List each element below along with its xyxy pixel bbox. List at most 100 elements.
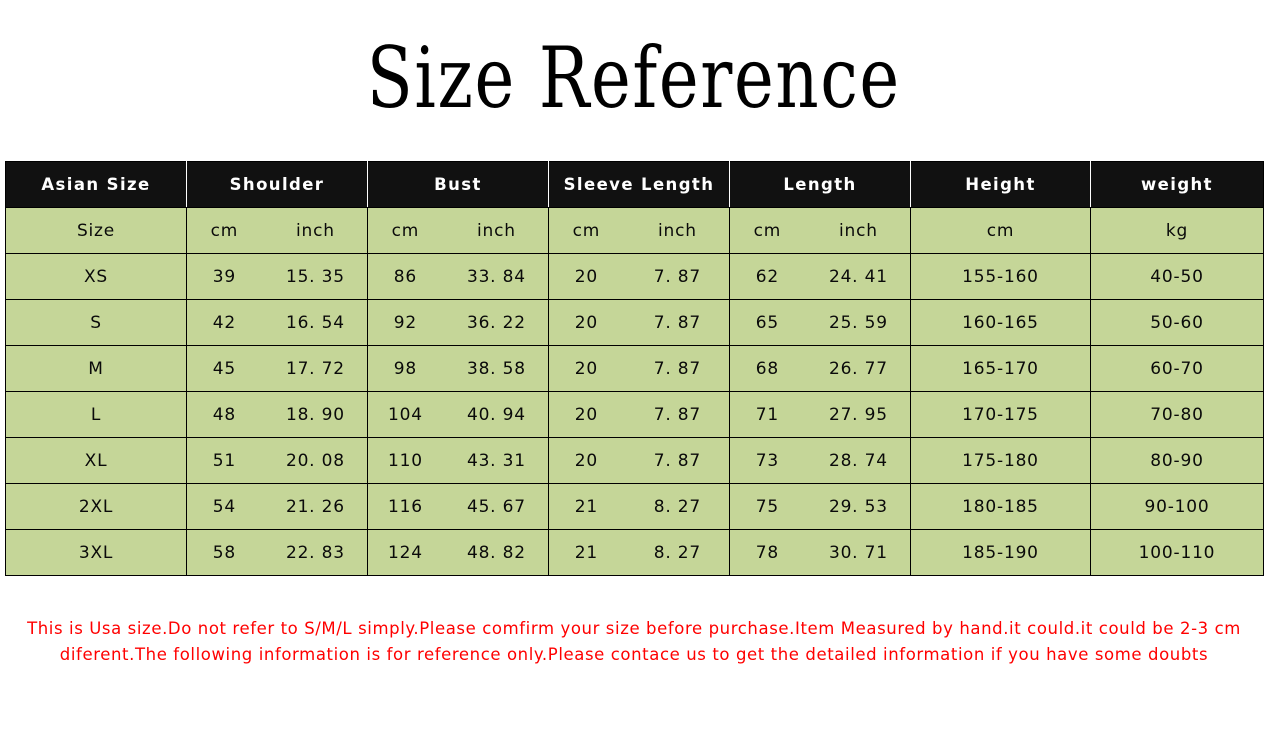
cell-bust: 110 43. 31 — [367, 437, 549, 484]
unit-shoulder-inch: inch — [295, 220, 335, 241]
cell-sleeve-inch: 7. 87 — [653, 404, 702, 425]
cell-size: M — [5, 345, 187, 392]
cell-shoulder-inch: 17. 72 — [285, 358, 345, 379]
cell-sleeve-inch: 7. 87 — [653, 450, 702, 471]
cell-bust: 104 40. 94 — [367, 391, 549, 438]
cell-shoulder: 48 18. 90 — [186, 391, 368, 438]
cell-bust: 124 48. 82 — [367, 529, 549, 576]
cell-sleeve-inch: 7. 87 — [653, 312, 702, 333]
cell-weight: 70-80 — [1090, 391, 1264, 438]
page-title: Size Reference — [366, 28, 902, 127]
cell-shoulder-cm: 54 — [212, 496, 237, 517]
cell-shoulder-inch: 20. 08 — [285, 450, 345, 471]
cell-sleeve: 20 7. 87 — [548, 299, 730, 346]
cell-size: XS — [5, 253, 187, 300]
cell-bust: 92 36. 22 — [367, 299, 549, 346]
cell-length-cm: 68 — [755, 358, 780, 379]
cell-shoulder: 54 21. 26 — [186, 483, 368, 530]
cell-length: 68 26. 77 — [729, 345, 911, 392]
cell-shoulder: 39 15. 35 — [186, 253, 368, 300]
cell-height: 180-185 — [910, 483, 1091, 530]
cell-weight: 40-50 — [1090, 253, 1264, 300]
cell-bust: 86 33. 84 — [367, 253, 549, 300]
unit-size: Size — [5, 207, 187, 254]
unit-shoulder: cm inch — [186, 207, 368, 254]
cell-bust-cm: 98 — [393, 358, 418, 379]
unit-bust-inch: inch — [476, 220, 516, 241]
cell-length: 71 27. 95 — [729, 391, 911, 438]
cell-sleeve-cm: 21 — [574, 542, 599, 563]
cell-weight: 60-70 — [1090, 345, 1264, 392]
table-row: XS 39 15. 35 86 33. 84 — [5, 253, 1264, 300]
table-row: 3XL 58 22. 83 124 48. 82 — [5, 529, 1264, 576]
cell-bust-inch: 45. 67 — [466, 496, 526, 517]
cell-sleeve-cm: 21 — [574, 496, 599, 517]
cell-sleeve-cm: 20 — [574, 312, 599, 333]
cell-length: 65 25. 59 — [729, 299, 911, 346]
cell-bust-inch: 40. 94 — [466, 404, 526, 425]
unit-sleeve-cm: cm — [572, 220, 601, 241]
cell-sleeve-inch: 8. 27 — [653, 496, 702, 517]
unit-length-cm: cm — [753, 220, 782, 241]
unit-length-inch: inch — [838, 220, 878, 241]
cell-bust-inch: 36. 22 — [466, 312, 526, 333]
cell-sleeve-cm: 20 — [574, 450, 599, 471]
cell-height: 160-165 — [910, 299, 1091, 346]
cell-shoulder-cm: 42 — [212, 312, 237, 333]
cell-size: S — [5, 299, 187, 346]
cell-bust: 116 45. 67 — [367, 483, 549, 530]
table-row: M 45 17. 72 98 38. 58 — [5, 345, 1264, 392]
cell-sleeve-inch: 8. 27 — [653, 542, 702, 563]
cell-weight: 100-110 — [1090, 529, 1264, 576]
cell-sleeve: 20 7. 87 — [548, 391, 730, 438]
cell-shoulder: 42 16. 54 — [186, 299, 368, 346]
cell-length: 73 28. 74 — [729, 437, 911, 484]
cell-weight: 50-60 — [1090, 299, 1264, 346]
cell-shoulder-cm: 58 — [212, 542, 237, 563]
cell-sleeve: 20 7. 87 — [548, 437, 730, 484]
column-header-asian-size: Asian Size — [5, 161, 187, 208]
table-unit-row: Size cm inch cm inch — [5, 207, 1264, 254]
unit-shoulder-cm: cm — [210, 220, 239, 241]
cell-shoulder: 45 17. 72 — [186, 345, 368, 392]
cell-bust-inch: 33. 84 — [466, 266, 526, 287]
cell-length-cm: 73 — [755, 450, 780, 471]
cell-sleeve: 20 7. 87 — [548, 253, 730, 300]
cell-size: XL — [5, 437, 187, 484]
cell-bust-cm: 124 — [387, 542, 423, 563]
cell-size: 3XL — [5, 529, 187, 576]
cell-weight: 80-90 — [1090, 437, 1264, 484]
cell-bust: 98 38. 58 — [367, 345, 549, 392]
cell-height: 165-170 — [910, 345, 1091, 392]
unit-sleeve: cm inch — [548, 207, 730, 254]
cell-length: 62 24. 41 — [729, 253, 911, 300]
column-header-length: Length — [729, 161, 911, 208]
cell-sleeve: 21 8. 27 — [548, 529, 730, 576]
column-header-height: Height — [910, 161, 1091, 208]
disclaimer-text: This is Usa size.Do not refer to S/M/L s… — [27, 619, 1241, 664]
cell-weight: 90-100 — [1090, 483, 1264, 530]
cell-shoulder: 58 22. 83 — [186, 529, 368, 576]
cell-bust-cm: 116 — [387, 496, 423, 517]
column-header-sleeve-length: Sleeve Length — [548, 161, 730, 208]
cell-shoulder-cm: 48 — [212, 404, 237, 425]
cell-length-inch: 26. 77 — [828, 358, 888, 379]
title-area: Size Reference — [0, 0, 1268, 161]
cell-bust-inch: 38. 58 — [466, 358, 526, 379]
size-table-container: Asian Size Shoulder Bust Sleeve Length L… — [5, 161, 1264, 576]
cell-length: 75 29. 53 — [729, 483, 911, 530]
cell-shoulder-inch: 22. 83 — [285, 542, 345, 563]
table-row: 2XL 54 21. 26 116 45. 67 — [5, 483, 1264, 530]
cell-shoulder-inch: 18. 90 — [285, 404, 345, 425]
table-row: L 48 18. 90 104 40. 94 — [5, 391, 1264, 438]
cell-shoulder-cm: 45 — [212, 358, 237, 379]
column-header-shoulder: Shoulder — [186, 161, 368, 208]
cell-length-cm: 78 — [755, 542, 780, 563]
size-reference-table: Asian Size Shoulder Bust Sleeve Length L… — [5, 161, 1264, 576]
cell-bust-cm: 92 — [393, 312, 418, 333]
cell-sleeve: 20 7. 87 — [548, 345, 730, 392]
cell-bust-inch: 43. 31 — [466, 450, 526, 471]
cell-bust-inch: 48. 82 — [466, 542, 526, 563]
cell-bust-cm: 110 — [387, 450, 423, 471]
